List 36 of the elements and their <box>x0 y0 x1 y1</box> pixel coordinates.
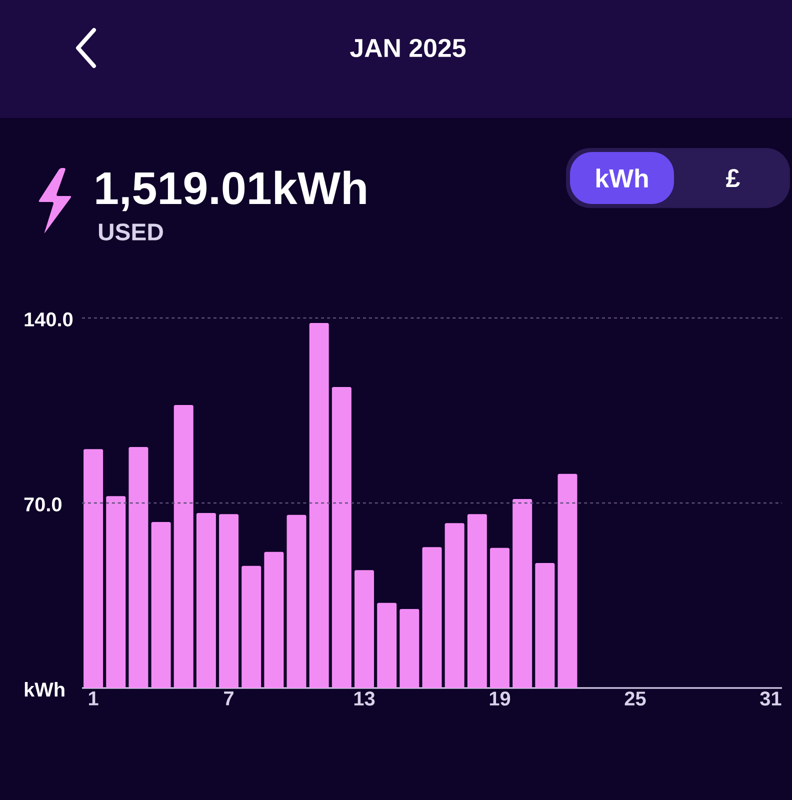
bar <box>400 608 420 688</box>
bar <box>354 570 374 688</box>
bar <box>558 474 578 688</box>
y-tick-label: 70.0 <box>24 497 62 512</box>
bar <box>196 513 216 688</box>
bar <box>377 602 397 688</box>
x-tick-label: 1 <box>89 692 98 706</box>
y-tick-label: 140.0 <box>24 312 73 326</box>
x-tick-label: 13 <box>354 692 375 706</box>
bar <box>128 446 148 688</box>
bar <box>444 523 464 688</box>
bar <box>151 522 171 688</box>
bar <box>490 548 510 688</box>
bar <box>309 323 329 688</box>
bar <box>264 552 284 688</box>
chart-title: JAN 2025 <box>350 38 466 58</box>
text: £ <box>726 168 740 188</box>
bar <box>242 566 262 688</box>
x-tick-label: 25 <box>624 692 646 706</box>
bar <box>422 547 442 688</box>
x-tick-label: 7 <box>224 692 234 706</box>
bar <box>467 514 487 688</box>
x-tick-label: 31 <box>760 692 782 706</box>
bar <box>219 514 239 688</box>
bar <box>174 404 194 688</box>
x-tick-label: 19 <box>490 692 510 706</box>
bar <box>332 386 352 688</box>
bar <box>106 496 126 688</box>
bar <box>535 562 555 688</box>
bar <box>84 449 104 688</box>
bar <box>286 514 306 688</box>
text: USED <box>98 224 163 240</box>
text: kWh <box>596 168 648 188</box>
y-tick-label: kWh <box>24 682 64 696</box>
bar <box>512 499 532 688</box>
chart-subtitle: 1,519.01kWh <box>96 170 366 212</box>
